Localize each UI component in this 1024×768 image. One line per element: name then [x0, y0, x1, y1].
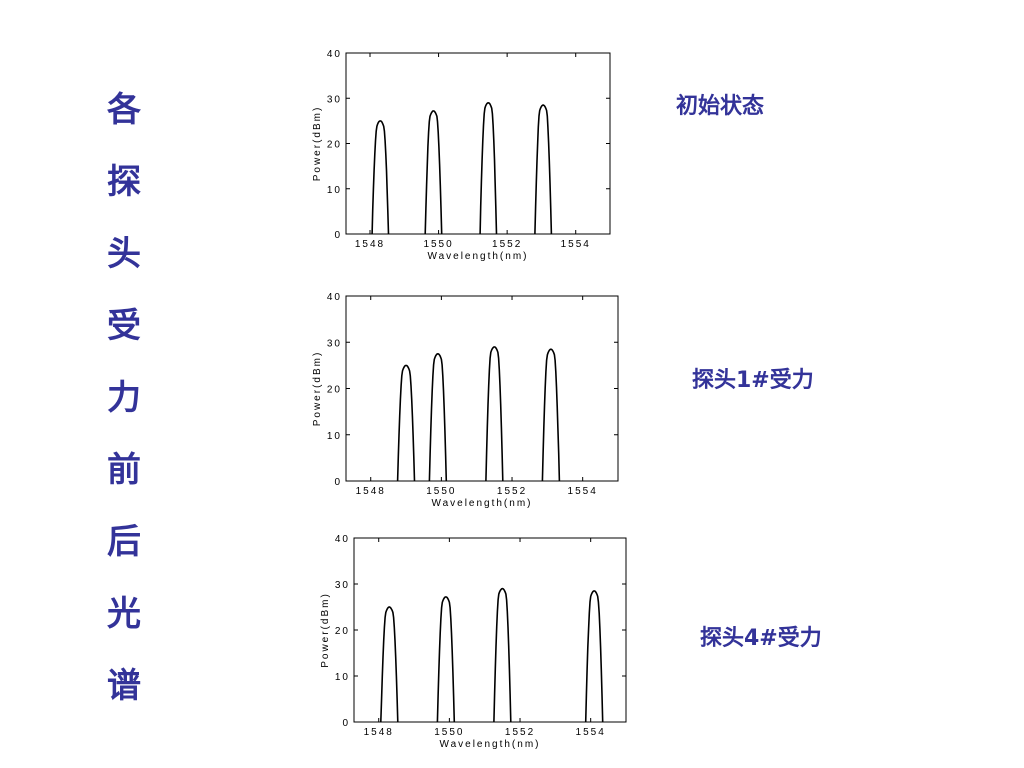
- y-tick-label: 10: [327, 431, 342, 442]
- y-axis-label: Power(dBm): [312, 351, 323, 427]
- x-tick-label: 1548: [356, 486, 386, 497]
- caption-probe4-force: 探头4#受力: [700, 626, 822, 651]
- title-char: 探: [107, 162, 141, 202]
- spectrum-chart-probe1: 1548 1550 1552 1554 0 10 20 30 40 Wavelength(nm) P…: [312, 292, 619, 509]
- title-char: 头: [107, 234, 141, 274]
- x-axis-label: Wavelength(nm): [440, 739, 541, 750]
- spectrum-chart-probe4: 1548 1550 1552 1554 0 10 20 30 40 Wavelength(nm) P…: [320, 534, 627, 750]
- y-tick-label: 20: [335, 626, 350, 637]
- y-tick-label: 40: [327, 49, 342, 60]
- caption-probe1-force: 探头1#受力: [692, 368, 814, 393]
- x-tick-label: 1548: [364, 727, 394, 738]
- x-axis-label: Wavelength(nm): [432, 498, 533, 509]
- y-tick-label: 0: [334, 477, 342, 488]
- y-tick-label: 0: [342, 718, 350, 729]
- caption-initial-state: 初始状态: [676, 94, 765, 119]
- spectrum-peak: [428, 352, 448, 482]
- plot-frame: [345, 295, 619, 482]
- y-tick-label: 10: [327, 185, 342, 196]
- y-tick-label: 40: [327, 292, 342, 303]
- spectrum-chart-initial: 1548 1550 1552 1554 0 10 20 30 40 Wavelength(nm) P…: [312, 49, 611, 262]
- y-tick-label: 30: [327, 94, 342, 105]
- title-char: 前: [107, 450, 141, 490]
- spectrum-peak: [584, 590, 604, 723]
- x-tick-label: 1552: [497, 486, 527, 497]
- y-axis-label: Power(dBm): [312, 106, 323, 182]
- y-axis-label: Power(dBm): [320, 592, 331, 668]
- title-char: 光: [107, 594, 141, 634]
- spectrum-peak: [396, 364, 416, 482]
- title-char: 各: [107, 90, 141, 130]
- spectrum-peak: [424, 110, 443, 235]
- spectrum-peak: [380, 606, 399, 723]
- y-tick-label: 20: [327, 140, 342, 151]
- spectrum-peak: [436, 596, 456, 723]
- y-tick-label: 0: [334, 230, 342, 241]
- spectrum-peak: [479, 101, 498, 235]
- x-axis-label: Wavelength(nm): [428, 251, 529, 262]
- title-char: 后: [107, 522, 141, 562]
- spectrum-peak: [485, 346, 504, 482]
- y-tick-label: 20: [327, 385, 342, 396]
- y-tick-label: 30: [335, 580, 350, 591]
- x-tick-label: 1554: [568, 486, 598, 497]
- x-tick-label: 1550: [426, 486, 456, 497]
- spectrum-peak: [371, 120, 390, 235]
- x-tick-label: 1550: [434, 727, 464, 738]
- y-tick-label: 10: [335, 672, 350, 683]
- spectrum-peak: [534, 104, 553, 235]
- title-char: 力: [107, 378, 141, 418]
- x-tick-label: 1550: [423, 239, 453, 250]
- vertical-title: 各 探 头 受 力 前 后 光 谱: [98, 86, 150, 734]
- y-tick-label: 30: [327, 338, 342, 349]
- x-tick-label: 1554: [561, 239, 591, 250]
- x-tick-label: 1552: [505, 727, 535, 738]
- x-tick-label: 1554: [576, 727, 606, 738]
- spectrum-peak: [493, 587, 512, 723]
- title-char: 受: [107, 306, 141, 346]
- y-tick-label: 40: [335, 534, 350, 545]
- x-tick-label: 1552: [492, 239, 522, 250]
- spectrum-peak: [541, 348, 561, 482]
- x-tick-label: 1548: [355, 239, 385, 250]
- title-char: 谱: [107, 666, 141, 706]
